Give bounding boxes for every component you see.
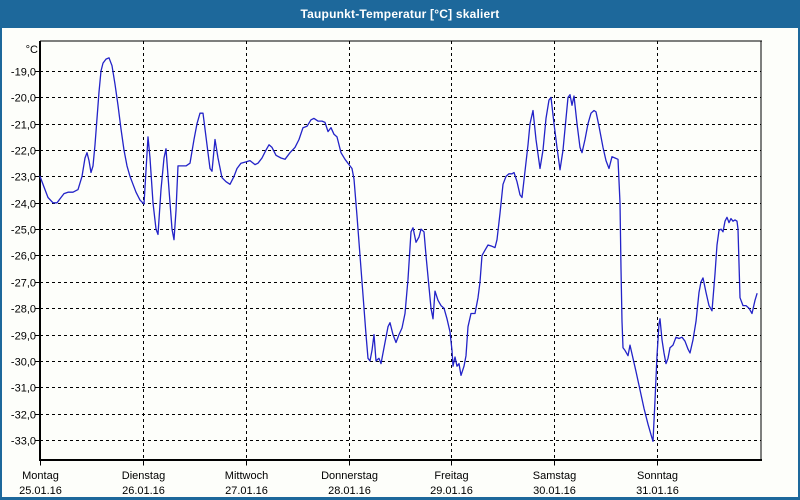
x-date-label: 28.01.16	[328, 485, 371, 497]
x-date-label: 26.01.16	[122, 485, 165, 497]
x-day-label: Sonntag	[637, 470, 678, 482]
y-tick-label: -22,0	[11, 146, 36, 158]
x-day-label: Samstag	[533, 470, 576, 482]
x-day-label: Freitag	[434, 470, 468, 482]
chart-title: Taupunkt-Temperatur [°C] skaliert	[300, 7, 500, 21]
plot-area	[40, 41, 761, 460]
y-tick-label: -25,0	[11, 225, 36, 237]
x-day-label: Donnerstag	[321, 470, 378, 482]
x-date-label: 25.01.16	[19, 485, 62, 497]
y-tick-label: -24,0	[11, 199, 36, 211]
y-tick-label: -32,0	[11, 410, 36, 422]
x-day-label: Montag	[22, 470, 59, 482]
x-date-label: 30.01.16	[533, 485, 576, 497]
temperature-series-line	[39, 57, 758, 442]
dew-point-line-chart: -19,0 -20,0 -21,0 -22,0 -23,0 -24,0 -25,0 -26,0…	[11, 40, 762, 497]
y-tick-label: -19,0	[11, 67, 36, 79]
y-tick-label: -23,0	[11, 172, 36, 184]
y-tick-label: -28,0	[11, 304, 36, 316]
y-tick-label: -29,0	[11, 331, 36, 343]
y-tick-label: -27,0	[11, 278, 36, 290]
y-tick-label: -33,0	[11, 436, 36, 448]
x-date-label: 29.01.16	[430, 485, 473, 497]
y-tick-label: -20,0	[11, 93, 36, 105]
y-unit-label: °C	[26, 44, 38, 56]
x-day-label: Dienstag	[122, 470, 165, 482]
chart-content: -19,0 -20,0 -21,0 -22,0 -23,0 -24,0 -25,0 -26,0…	[2, 28, 798, 497]
x-day-label: Mittwoch	[225, 470, 268, 482]
x-date-label: 31.01.16	[636, 485, 679, 497]
y-tick-label: -31,0	[11, 383, 36, 395]
y-tick-label: -21,0	[11, 120, 36, 132]
x-date-label: 27.01.16	[225, 485, 268, 497]
y-tick-label: -26,0	[11, 251, 36, 263]
title-bar: Taupunkt-Temperatur [°C] skaliert	[0, 0, 800, 28]
y-tick-label: -30,0	[11, 357, 36, 369]
